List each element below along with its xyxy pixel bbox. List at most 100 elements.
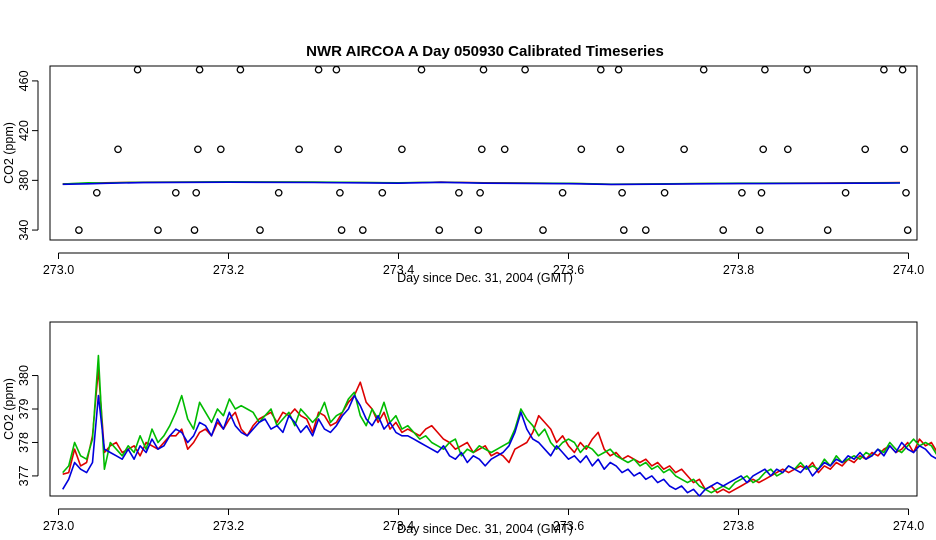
scatter-point [171,188,180,197]
scatter-point [900,145,909,154]
scatter-point [216,145,225,154]
scatter-point [337,226,346,234]
scatter-point [660,188,669,197]
top-x-tick-label: 273.0 [43,263,74,277]
scatter-point [755,226,764,234]
top-x-axis-label: Day since Dec. 31, 2004 (GMT) [397,271,573,285]
scatter-point [823,226,832,234]
top-x-tick-label: 273.2 [213,263,244,277]
scatter-point [435,226,444,234]
bottom-series-line-1 [62,368,936,494]
scatter-point [92,188,101,197]
scatter-point [761,65,769,74]
scatter-point [474,226,483,234]
top-x-tick-label: 273.6 [553,263,584,277]
scatter-point [334,145,343,154]
scatter-point [558,188,567,197]
scatter-point [614,65,623,74]
scatter-point [476,188,484,197]
top-series-lines [62,181,901,186]
bottom-y-axis: 377 378 379 380 [17,365,39,486]
scatter-point [841,188,850,197]
scatter-point [378,188,387,197]
scatter-point [902,188,910,197]
scatter-point [256,226,264,234]
scatter-point [699,65,708,74]
scatter-point [133,65,142,74]
scatter-point [619,226,628,234]
scatter-point [195,65,204,74]
top-panel: 273.0 273.2 273.4 273.6 273.8 274.0 340 380 420… [2,65,924,285]
bottom-plot-frame [49,321,918,497]
scatter-point [803,65,812,74]
top-y-tick-label: 340 [17,220,31,241]
scatter-point [680,145,688,154]
scatter-point [295,145,303,154]
scatter-point [500,145,509,154]
scatter-point [154,226,162,234]
scatter-point [114,145,122,154]
bottom-x-tick-label: 274.0 [893,519,924,533]
scatter-point [332,65,341,74]
scatter-point [479,65,488,74]
scatter-point [336,188,344,197]
scatter-point [192,188,201,197]
scatter-point [641,226,650,234]
bottom-x-tick-label: 273.2 [213,519,244,533]
scatter-point [903,226,912,234]
bottom-y-tick-label: 380 [17,365,31,386]
bottom-series-line-3 [62,394,936,497]
scatter-point [190,226,199,234]
bottom-y-tick-label: 377 [17,465,31,486]
top-x-tick-label: 273.4 [383,263,414,277]
bottom-y-axis-label: CO2 (ppm) [2,378,16,440]
scatter-point [880,65,888,74]
scatter-point [577,145,586,154]
scatter-point [738,188,746,197]
scatter-point [757,188,766,197]
bottom-y-tick-label: 378 [17,432,31,453]
top-x-tick-label: 273.8 [723,263,754,277]
bottom-x-tick-label: 273.4 [383,519,414,533]
top-series-line-3 [62,181,901,186]
scatter-point [783,145,792,154]
top-x-tick-label: 274.0 [893,263,924,277]
scatter-point [719,226,728,234]
scatter-point [236,65,245,74]
top-y-tick-label: 460 [17,70,31,91]
scatter-point [539,226,547,234]
scatter-point [898,65,907,74]
bottom-x-tick-label: 273.0 [43,519,74,533]
scatter-point [75,226,83,234]
scatter-point [358,226,367,234]
top-x-axis: 273.0 273.2 273.4 273.6 273.8 274.0 [43,252,924,277]
scatter-point [759,145,768,154]
top-y-tick-label: 420 [17,120,31,141]
bottom-x-axis: 273.0 273.2 273.4 273.6 273.8 274.0 [43,508,924,533]
top-y-axis-label: CO2 (ppm) [2,122,16,184]
top-y-axis: 340 380 420 460 [17,70,39,241]
scatter-point [618,188,626,197]
bottom-y-tick-label: 379 [17,399,31,420]
bottom-panel: 273.0 273.2 273.4 273.6 273.8 274.0 377 378 379… [2,321,936,536]
bottom-series-lines [62,354,936,497]
scatter-point [194,145,202,154]
bottom-x-tick-label: 273.8 [723,519,754,533]
top-y-tick-label: 380 [17,170,31,191]
chart-title: NWR AIRCOA A Day 050930 Calibrated Times… [306,43,664,60]
scatter-point [314,65,323,74]
scatter-point [455,188,463,197]
scatter-point [274,188,283,197]
scatter-point [417,65,426,74]
scatter-point [596,65,605,74]
scatter-point [398,145,406,154]
bottom-x-tick-label: 273.6 [553,519,584,533]
bottom-series-line-2 [62,354,936,494]
scatter-point [861,145,870,154]
scatter-point [616,145,625,154]
top-scatter-points [75,65,912,234]
scatter-point [477,145,486,154]
bottom-x-axis-label: Day since Dec. 31, 2004 (GMT) [397,522,573,536]
scatter-point [521,65,529,74]
